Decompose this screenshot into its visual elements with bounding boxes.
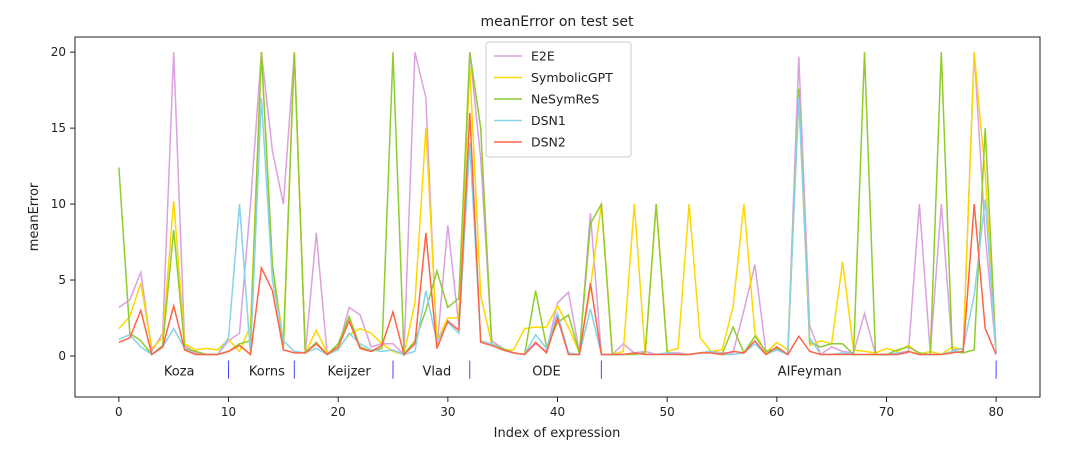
legend (485, 41, 632, 158)
x-tick-label: 50 (660, 405, 675, 419)
x-axis-label: Index of expression (494, 426, 621, 441)
y-tick-label: 0 (58, 349, 66, 363)
group-label: Korns (249, 365, 285, 380)
legend-label: DSN1 (531, 113, 566, 128)
y-axis-label: meanError (27, 182, 42, 251)
series-line-e2e (118, 52, 997, 357)
x-tick-label: 60 (769, 405, 784, 419)
x-tick-label: 80 (988, 405, 1003, 419)
y-tick-label: 20 (51, 45, 66, 59)
legend-label: E2E (531, 49, 555, 64)
group-label: Koza (164, 365, 195, 380)
series-line-nesymres (118, 52, 997, 357)
y-tick-label: 15 (51, 121, 66, 135)
x-tick-label: 10 (221, 405, 236, 419)
group-label: Keijzer (328, 365, 372, 380)
legend-label: NeSymReS (531, 92, 599, 107)
chart-title: meanError on test set (481, 14, 634, 30)
y-tick-label: 10 (51, 197, 66, 211)
series-line-dsn2 (118, 112, 997, 356)
y-tick-label: 5 (58, 273, 66, 287)
x-tick-label: 70 (879, 405, 894, 419)
group-label: ODE (532, 365, 560, 380)
x-tick-label: 40 (550, 405, 565, 419)
legend-label: DSN2 (531, 135, 566, 150)
group-label: AIFeyman (778, 365, 842, 380)
legend-label: SymbolicGPT (531, 70, 613, 85)
x-tick-label: 30 (440, 405, 455, 419)
x-tick-label: 20 (331, 405, 346, 419)
x-tick-label: 0 (115, 405, 123, 419)
group-label: Vlad (423, 365, 452, 380)
